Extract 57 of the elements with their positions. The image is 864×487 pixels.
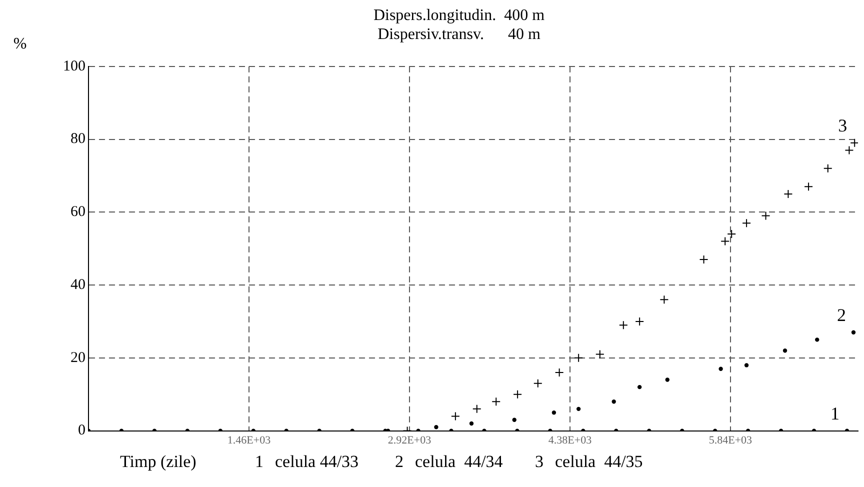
point xyxy=(665,378,670,382)
point xyxy=(720,236,730,246)
point xyxy=(761,211,770,220)
x-tick-label: 1.46E+03 xyxy=(227,434,272,446)
point xyxy=(469,421,474,426)
point xyxy=(784,189,793,198)
point xyxy=(552,410,556,415)
point xyxy=(472,404,482,414)
y-tick-label: 40 xyxy=(70,276,86,293)
point xyxy=(554,368,564,377)
point xyxy=(699,255,708,264)
point xyxy=(618,320,628,330)
point xyxy=(823,164,832,173)
point xyxy=(742,218,752,228)
point xyxy=(635,316,644,326)
y-axis-title: % xyxy=(13,36,27,53)
point xyxy=(782,348,788,353)
point xyxy=(513,390,522,399)
point xyxy=(844,146,854,155)
point xyxy=(804,182,814,192)
point xyxy=(850,138,858,148)
text: celula 44/33 xyxy=(275,452,359,472)
point xyxy=(660,295,669,304)
point xyxy=(727,230,736,239)
point xyxy=(612,400,616,404)
point xyxy=(450,412,460,421)
y-tick-label: 60 xyxy=(70,204,86,220)
y-tick-label: 20 xyxy=(70,350,86,366)
x-tick-label: 2.92E+03 xyxy=(388,434,432,446)
series-label: 2 xyxy=(836,305,846,326)
text: 2 xyxy=(395,452,404,471)
chart-title: Dispers.longitudin. 400 m xyxy=(373,6,546,24)
point xyxy=(595,350,604,359)
point xyxy=(718,366,723,371)
text: celula 44/34 xyxy=(415,452,503,472)
point xyxy=(851,330,856,335)
point xyxy=(574,353,584,362)
x-tick-label: 4.38E+03 xyxy=(548,434,592,446)
point xyxy=(744,363,749,368)
text: 3 xyxy=(535,452,544,471)
text: 1 xyxy=(255,452,264,471)
x-tick-label: 5.84E+03 xyxy=(708,434,753,446)
series-label: 1 xyxy=(830,404,840,424)
y-tick-label: 0 xyxy=(78,422,86,439)
chart-subtitle: Dispersiv.transv. 40 m xyxy=(378,26,541,44)
point xyxy=(637,384,642,390)
point xyxy=(492,397,501,406)
y-tick-label: 80 xyxy=(70,131,86,148)
series-label: 3 xyxy=(838,116,848,136)
x-axis-title: Timp (zile) xyxy=(120,452,196,472)
point xyxy=(512,418,516,422)
text: celula 44/35 xyxy=(555,452,643,472)
y-tick-label: 100 xyxy=(63,58,86,74)
point xyxy=(434,425,438,430)
point xyxy=(815,338,820,342)
point xyxy=(576,406,581,412)
point xyxy=(533,378,542,388)
